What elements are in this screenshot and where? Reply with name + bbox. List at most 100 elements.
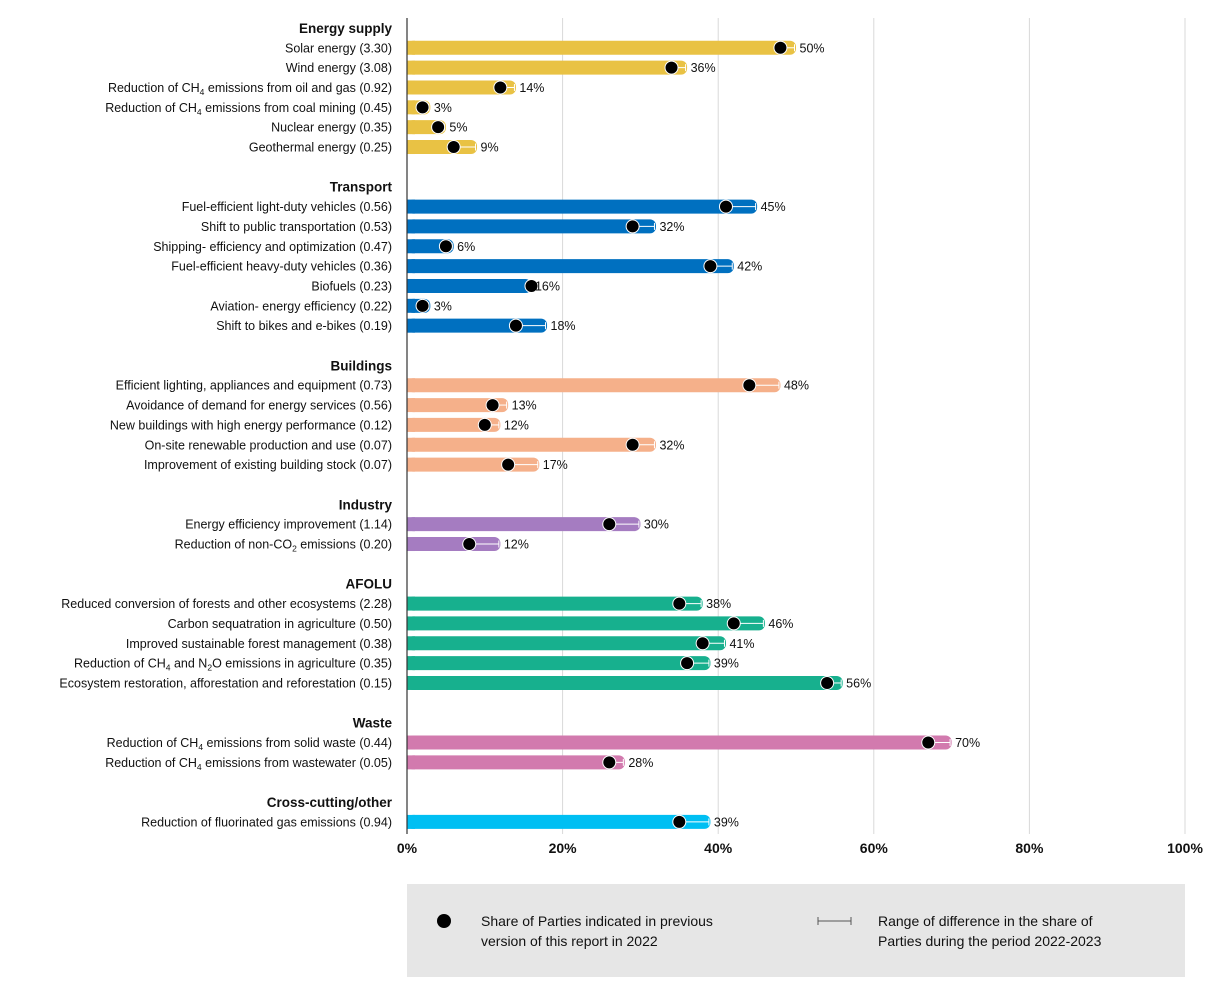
value-label: 3% (434, 101, 452, 115)
row-label: Geothermal energy (0.25) (249, 141, 392, 155)
previous-share-dot (718, 199, 733, 214)
previous-share-dot (485, 398, 500, 413)
group-title: Industry (339, 497, 393, 512)
row-label: Reduction of CH4​ emissions from coal mi… (105, 101, 392, 117)
row-label: Ecosystem restoration, afforestation and… (59, 676, 392, 690)
legend-box (407, 884, 1185, 977)
bar-square-left (407, 417, 415, 432)
bar (407, 537, 501, 552)
bar-square-left (407, 755, 415, 770)
row-label: Reduction of CH4​ emissions from wastewa… (105, 756, 392, 772)
bar-square-left (407, 735, 415, 750)
legend-dot-label-line1: Share of Parties indicated in previous (481, 913, 713, 929)
bar (407, 656, 711, 671)
previous-share-dot (742, 378, 757, 393)
row-label: Wind energy (3.08) (286, 61, 392, 75)
value-label: 5% (449, 121, 467, 135)
row-label: Reduction of CH4​ emissions from oil and… (108, 81, 392, 97)
bar-square-left (407, 814, 415, 829)
row-label: Shift to public transportation (0.53) (201, 220, 392, 234)
bar-square-left (407, 675, 415, 690)
value-label: 42% (737, 260, 762, 274)
row-label: Fuel-efficient light-duty vehicles (0.56… (182, 200, 392, 214)
row-label: Avoidance of demand for energy services … (126, 399, 392, 413)
bar (407, 755, 625, 770)
row-label: Improvement of existing building stock (… (144, 458, 392, 472)
bar (407, 517, 641, 532)
row-label: Reduction of CH4​ emissions from solid w… (107, 736, 392, 752)
bar (407, 378, 781, 393)
previous-share-dot (415, 298, 430, 313)
row-label: Biofuels (0.23) (311, 279, 392, 293)
bar-square-left (407, 378, 415, 393)
value-label: 28% (628, 756, 653, 770)
row-label: Efficient lighting, appliances and equip… (116, 379, 392, 393)
value-label: 41% (729, 637, 754, 651)
bar-square-left (407, 80, 415, 95)
bar-square-left (407, 457, 415, 472)
row-label: Shipping- efficiency and optimization (0… (153, 240, 392, 254)
x-tick-label: 20% (549, 840, 578, 856)
bar-square-left (407, 239, 415, 254)
bar (407, 596, 703, 611)
value-label: 48% (784, 379, 809, 393)
value-label: 13% (512, 399, 537, 413)
bar (407, 219, 656, 234)
bar (407, 437, 656, 452)
previous-share-dot (695, 636, 710, 651)
value-label: 12% (504, 538, 529, 552)
bar-square-left (407, 278, 415, 293)
bar-square-left (407, 60, 415, 75)
previous-share-dot (664, 60, 679, 75)
previous-share-dot (438, 239, 453, 254)
row-label: Carbon sequatration in agriculture (0.50… (168, 617, 392, 631)
gridlines (562, 18, 1186, 834)
value-label: 56% (846, 676, 871, 690)
bar-square-left (407, 636, 415, 651)
bar-square-left (407, 140, 415, 155)
row-label: Shift to bikes and e-bikes (0.19) (216, 319, 392, 333)
row-label: Improved sustainable forest management (… (126, 637, 392, 651)
row-label: On-site renewable production and use (0.… (145, 438, 392, 452)
bar-square-left (407, 517, 415, 532)
value-label: 18% (551, 319, 576, 333)
row-label: Reduction of fluorinated gas emissions (… (141, 815, 392, 829)
value-label: 38% (706, 597, 731, 611)
bar-square-left (407, 656, 415, 671)
previous-share-dot (625, 437, 640, 452)
bar-square-left (407, 120, 415, 135)
bar (407, 80, 516, 95)
group-title: Buildings (331, 358, 393, 373)
previous-share-dot (680, 656, 695, 671)
previous-share-dot (672, 814, 687, 829)
previous-share-dot (773, 40, 788, 55)
bar (407, 199, 758, 214)
bar-square-left (407, 100, 415, 115)
legend-dot-label-line2: version of this report in 2022 (481, 933, 658, 949)
bar (407, 60, 688, 75)
previous-share-dot (703, 259, 718, 274)
value-label: 39% (714, 815, 739, 829)
value-label: 6% (457, 240, 475, 254)
previous-share-dot (415, 100, 430, 115)
bar (407, 398, 509, 413)
value-label: 30% (644, 518, 669, 532)
row-label: Fuel-efficient heavy-duty vehicles (0.36… (171, 260, 392, 274)
value-label: 50% (800, 41, 825, 55)
value-label: 12% (504, 418, 529, 432)
row-label: Reduction of non-CO2​ emissions (0.20) (175, 538, 392, 554)
previous-share-dot (524, 278, 539, 293)
previous-share-dot (820, 675, 835, 690)
value-label: 32% (659, 220, 684, 234)
previous-share-dot (446, 140, 461, 155)
previous-share-dot (477, 417, 492, 432)
bar-square-left (407, 318, 415, 333)
row-label: Solar energy (3.30) (285, 41, 392, 55)
value-label: 36% (691, 61, 716, 75)
bar (407, 278, 532, 293)
x-tick-label: 80% (1015, 840, 1044, 856)
x-tick-label: 40% (704, 840, 733, 856)
legend-dot-marker (437, 914, 451, 928)
previous-share-dot (462, 537, 477, 552)
